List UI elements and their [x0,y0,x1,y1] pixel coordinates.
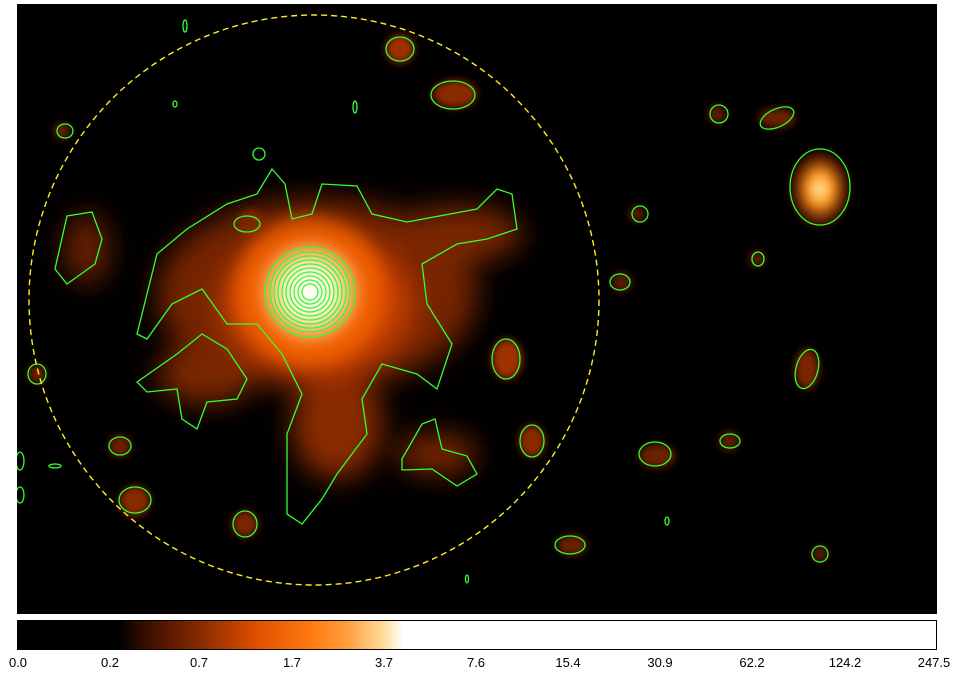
central-core [235,217,385,367]
colorbar-tick: 247.5 [917,655,951,670]
source-region-circle [28,14,600,586]
colorbar-tick: 124.2 [828,655,862,670]
colorbar-tick: 3.7 [374,655,394,670]
colorbar-tick: 0.2 [100,655,120,670]
colorbar-tick: 30.9 [647,655,673,670]
colorbar-tick: 1.7 [282,655,302,670]
colorbar-tick: 62.2 [739,655,765,670]
colorbar-tick: 7.6 [466,655,486,670]
xray-image [17,14,851,586]
colorbar-tick: 0.0 [8,655,28,670]
bright-source-right [790,151,850,227]
colorbar-labels: 0.0 0.2 0.7 1.7 3.7 7.6 15.4 30.9 62.2 1… [0,655,957,675]
colorbar [17,620,937,650]
colorbar-tick: 15.4 [555,655,581,670]
image-viewer[interactable] [17,4,937,614]
colorbar-tick: 0.7 [189,655,209,670]
contour-lines [17,19,851,584]
